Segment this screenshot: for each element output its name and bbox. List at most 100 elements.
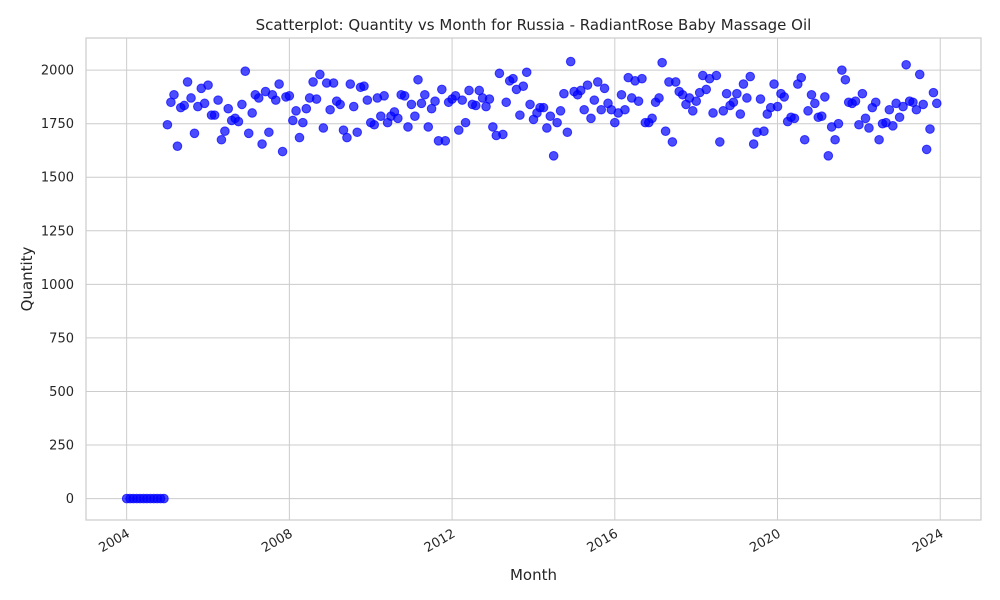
data-point: [220, 126, 230, 136]
y-tick-label: 1000: [41, 278, 74, 293]
data-point: [884, 104, 895, 115]
data-point: [542, 123, 552, 133]
data-point: [789, 113, 800, 124]
data-point: [308, 77, 318, 87]
data-point: [816, 111, 827, 121]
data-point: [575, 85, 586, 96]
data-point: [796, 72, 807, 83]
data-point: [589, 95, 600, 105]
data-point: [616, 89, 627, 100]
data-point: [918, 99, 929, 110]
data-point: [592, 77, 603, 87]
plot-frame: [85, 37, 982, 521]
data-point: [670, 77, 681, 87]
data-point: [721, 88, 732, 99]
data-point: [732, 88, 742, 99]
data-point: [718, 106, 729, 116]
data-point: [657, 57, 667, 68]
data-point: [894, 112, 905, 123]
data-point: [596, 104, 607, 115]
data-point: [854, 119, 864, 130]
data-point: [820, 92, 830, 102]
y-tick-label: 2000: [41, 64, 74, 79]
data-point: [887, 121, 898, 131]
data-point: [216, 134, 227, 145]
y-tick-label: 0: [66, 492, 74, 507]
data-point: [911, 104, 922, 115]
data-point: [348, 101, 359, 112]
data-point: [518, 81, 529, 91]
data-point: [538, 102, 549, 113]
data-point: [471, 100, 481, 111]
data-point: [931, 98, 942, 109]
y-tick-label: 250: [49, 439, 74, 454]
data-point: [274, 79, 284, 89]
data-point: [359, 81, 369, 91]
data-point: [379, 91, 389, 101]
data-point: [525, 99, 535, 110]
data-point: [406, 99, 417, 110]
data-point: [440, 136, 451, 146]
data-point: [711, 70, 722, 81]
data-point: [810, 98, 820, 109]
data-point: [647, 113, 657, 124]
data-point: [806, 89, 817, 100]
data-point: [328, 78, 339, 88]
data-point: [857, 88, 868, 99]
data-point: [508, 73, 518, 84]
data-point: [833, 118, 844, 129]
data-point: [464, 85, 474, 96]
data-point: [277, 146, 288, 157]
data-point: [237, 99, 247, 110]
data-point: [393, 113, 403, 124]
data-point: [830, 134, 840, 145]
data-point: [759, 126, 769, 136]
data-point: [243, 128, 254, 139]
data-point: [318, 123, 329, 133]
data-point: [840, 74, 851, 85]
data-point: [369, 119, 380, 130]
data-point: [186, 93, 196, 103]
data-point: [288, 115, 298, 126]
data-point: [779, 92, 790, 102]
data-point: [410, 111, 420, 121]
data-point: [457, 95, 468, 105]
data-point: [352, 127, 363, 138]
data-point: [460, 117, 471, 128]
data-point: [552, 117, 562, 128]
data-points: [121, 56, 942, 504]
data-point: [521, 67, 532, 78]
data-point: [691, 96, 702, 106]
data-point: [667, 137, 678, 147]
y-tick-label: 1500: [41, 171, 74, 186]
data-point: [335, 99, 345, 110]
y-tick-label: 500: [49, 385, 74, 400]
data-point: [169, 89, 179, 100]
data-point: [874, 134, 884, 145]
data-point: [213, 95, 223, 105]
data-point: [914, 69, 925, 80]
data-point: [633, 96, 644, 106]
data-point: [311, 94, 322, 104]
data-point: [559, 88, 569, 99]
data-point: [420, 89, 430, 100]
data-point: [494, 68, 505, 79]
data-point: [742, 93, 752, 103]
data-point: [769, 79, 779, 89]
data-point: [660, 126, 671, 136]
data-point: [860, 113, 871, 124]
data-point: [501, 97, 512, 108]
data-point: [637, 73, 647, 84]
data-point: [599, 83, 610, 94]
data-point: [548, 151, 559, 161]
data-point: [416, 98, 427, 109]
data-point: [437, 84, 447, 95]
data-point: [284, 91, 295, 101]
data-point: [223, 103, 234, 114]
data-point: [901, 59, 911, 70]
data-point: [270, 95, 281, 105]
data-point: [172, 141, 183, 151]
data-point: [898, 101, 908, 112]
data-point: [745, 71, 756, 82]
